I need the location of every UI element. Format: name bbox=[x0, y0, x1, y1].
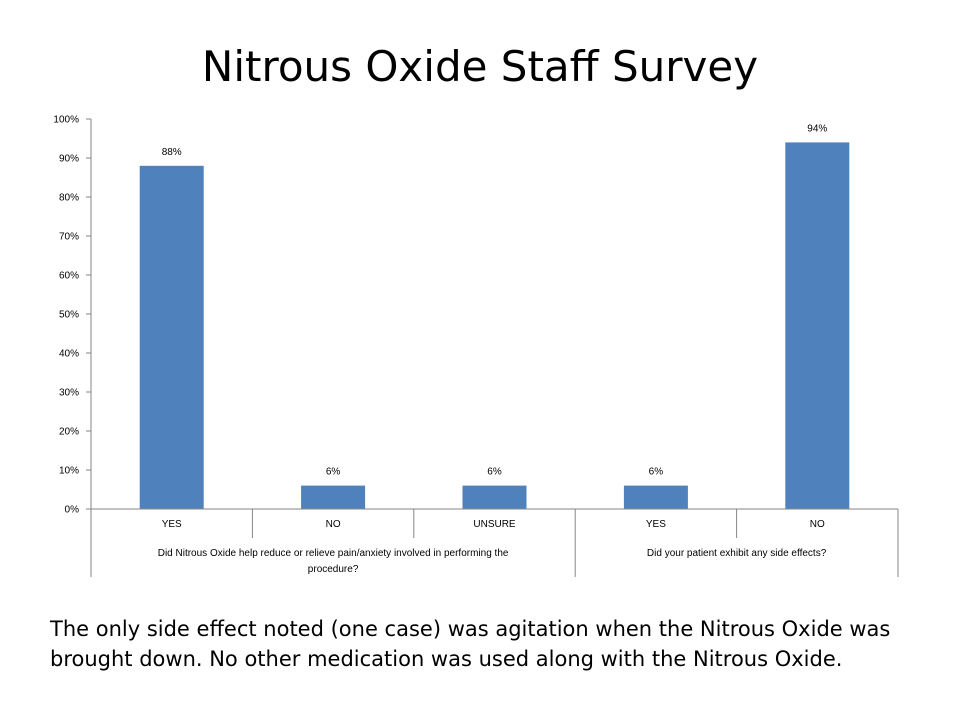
bar-chart: 0% 10% 20% 30% 40% 50% 60% 70% 80% 90% 100% 88% 6% 6… bbox=[53, 115, 899, 577]
bar bbox=[139, 165, 204, 510]
y-tick-label: 0% bbox=[65, 505, 80, 516]
slide-caption: The only side effect noted (one case) wa… bbox=[50, 617, 891, 671]
y-tick-label: 20% bbox=[59, 427, 79, 438]
y-tick-label: 90% bbox=[59, 154, 79, 165]
bar-data-label: 6% bbox=[487, 467, 502, 478]
bar bbox=[301, 485, 366, 509]
bar bbox=[785, 142, 850, 509]
x-group-label: Did Nitrous Oxide help reduce or relieve… bbox=[158, 548, 509, 575]
x-category-label: NO bbox=[326, 519, 341, 530]
y-tick-label: 60% bbox=[59, 271, 79, 282]
x-category-label: NO bbox=[810, 519, 825, 530]
x-category-label: YES bbox=[162, 519, 182, 530]
y-tick-label: 70% bbox=[59, 232, 79, 243]
x-category-label: UNSURE bbox=[473, 519, 516, 530]
x-group-label-line: Did Nitrous Oxide help reduce or relieve… bbox=[158, 548, 509, 559]
y-tick-label: 100% bbox=[53, 115, 79, 126]
bar-data-label: 6% bbox=[326, 467, 341, 478]
x-group-label-line: Did your patient exhibit any side effect… bbox=[647, 548, 827, 559]
y-axis: 0% 10% 20% 30% 40% 50% 60% 70% 80% 90% 100% bbox=[53, 115, 92, 516]
y-tick-label: 30% bbox=[59, 388, 79, 399]
x-group-label-line: procedure? bbox=[308, 564, 359, 575]
x-group-label: Did your patient exhibit any side effect… bbox=[647, 548, 827, 559]
bar bbox=[462, 485, 527, 509]
y-tick-label: 80% bbox=[59, 193, 79, 204]
bar-data-label: 88% bbox=[162, 147, 182, 158]
bar-data-label: 6% bbox=[649, 467, 664, 478]
y-tick-label: 40% bbox=[59, 349, 79, 360]
y-tick-label: 50% bbox=[59, 310, 79, 321]
x-category-label: YES bbox=[646, 519, 666, 530]
slide-title: Nitrous Oxide Staff Survey bbox=[201, 42, 759, 91]
x-axis: YES NO UNSURE YES NO Did Nitrous Oxide help r… bbox=[90, 508, 899, 577]
bar-data-label: 94% bbox=[807, 123, 827, 134]
y-tick-label: 10% bbox=[59, 466, 79, 477]
bar bbox=[623, 485, 688, 509]
bars: 88% 6% 6% 6% 94% bbox=[139, 123, 850, 510]
